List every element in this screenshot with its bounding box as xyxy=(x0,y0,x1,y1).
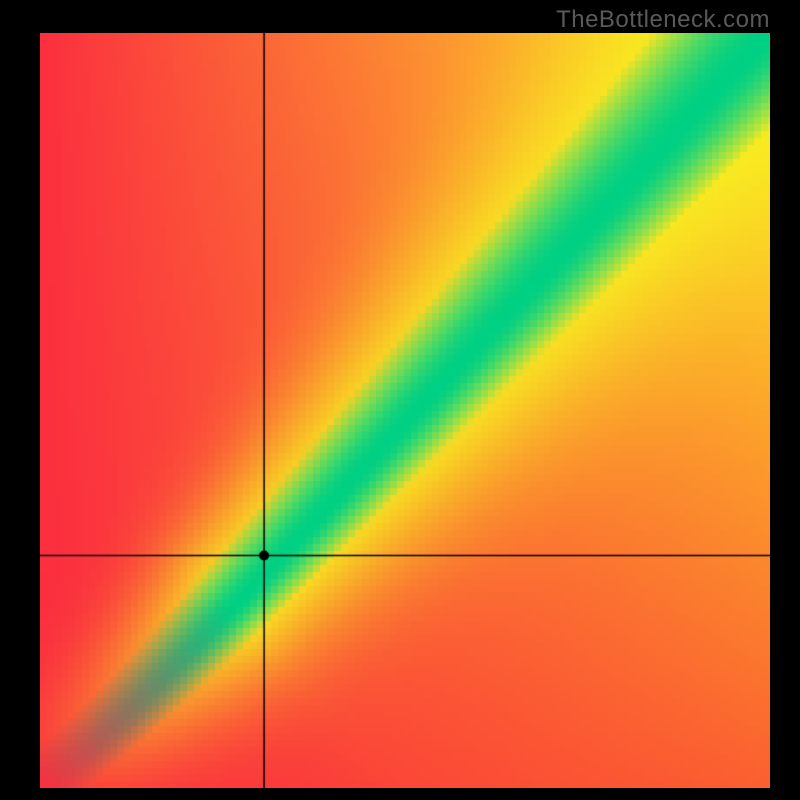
watermark-text: TheBottleneck.com xyxy=(556,6,770,34)
chart-container: { "watermark": "TheBottleneck.com", "wat… xyxy=(0,0,800,800)
bottleneck-heatmap xyxy=(40,33,770,788)
